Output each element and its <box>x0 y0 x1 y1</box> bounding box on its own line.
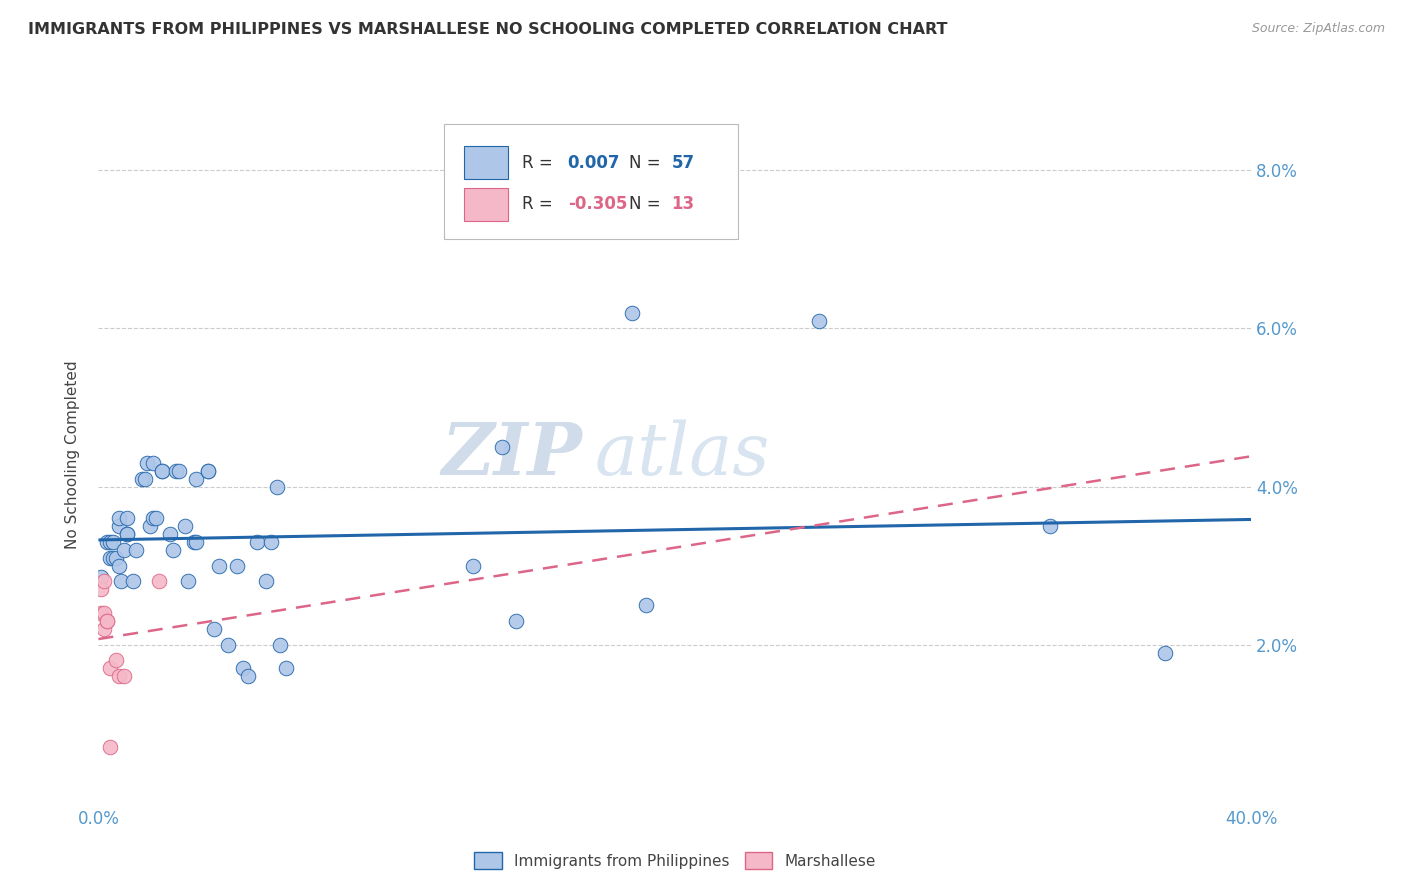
Text: R =: R = <box>522 153 558 171</box>
Point <box>134 472 156 486</box>
Point <box>165 464 187 478</box>
Point <box>117 511 139 525</box>
Point <box>150 464 173 478</box>
Text: Source: ZipAtlas.com: Source: ZipAtlas.com <box>1251 22 1385 36</box>
Point <box>186 534 208 549</box>
Text: 57: 57 <box>672 153 695 171</box>
Point <box>136 456 159 470</box>
Point <box>139 519 162 533</box>
Point <box>117 527 139 541</box>
Point <box>150 464 173 478</box>
Point <box>98 740 121 755</box>
Text: -0.305: -0.305 <box>568 195 627 213</box>
Point <box>107 511 129 525</box>
Point <box>90 606 112 620</box>
Point <box>159 527 181 541</box>
Point <box>186 472 208 486</box>
Point <box>98 550 121 565</box>
Point <box>167 464 190 478</box>
Point <box>101 550 124 565</box>
Point <box>96 614 118 628</box>
Point <box>117 527 139 541</box>
Point <box>461 558 484 573</box>
Point <box>96 534 118 549</box>
Text: N =: N = <box>628 153 665 171</box>
Point <box>174 519 197 533</box>
Point <box>96 614 118 628</box>
Point <box>122 574 145 589</box>
Point <box>269 638 291 652</box>
Point <box>505 614 527 628</box>
Point <box>98 661 121 675</box>
Point <box>208 558 231 573</box>
Text: atlas: atlas <box>595 419 769 491</box>
FancyBboxPatch shape <box>464 187 508 221</box>
Text: 13: 13 <box>672 195 695 213</box>
Point <box>238 669 260 683</box>
Point <box>131 472 153 486</box>
Point <box>112 669 135 683</box>
Point <box>260 534 283 549</box>
Point <box>148 574 170 589</box>
Point <box>274 661 297 675</box>
Point <box>142 456 165 470</box>
Point <box>231 661 254 675</box>
Point <box>107 558 129 573</box>
Legend: Immigrants from Philippines, Marshallese: Immigrants from Philippines, Marshallese <box>468 847 882 875</box>
Point <box>183 534 205 549</box>
Point <box>491 440 513 454</box>
Point <box>202 622 225 636</box>
Point <box>107 669 129 683</box>
Point <box>1153 646 1175 660</box>
Point <box>246 534 269 549</box>
Point <box>98 534 121 549</box>
Point <box>197 464 219 478</box>
Point <box>266 479 288 493</box>
Point <box>217 638 239 652</box>
Point <box>254 574 277 589</box>
Point <box>112 542 135 557</box>
FancyBboxPatch shape <box>444 124 738 239</box>
Point <box>636 598 658 612</box>
Point <box>807 313 830 327</box>
Point <box>110 574 132 589</box>
Point <box>620 305 643 319</box>
Point <box>104 550 127 565</box>
FancyBboxPatch shape <box>464 146 508 179</box>
Point <box>107 519 129 533</box>
Text: N =: N = <box>628 195 665 213</box>
Point <box>93 606 115 620</box>
Point <box>104 653 127 667</box>
Point <box>90 570 112 584</box>
Text: R =: R = <box>522 195 558 213</box>
Point <box>177 574 200 589</box>
Point <box>162 542 184 557</box>
Point <box>142 511 165 525</box>
Point <box>125 542 148 557</box>
Point <box>1038 519 1062 533</box>
Point <box>145 511 167 525</box>
Text: 0.007: 0.007 <box>568 153 620 171</box>
Point <box>225 558 247 573</box>
Point <box>90 582 112 597</box>
Point <box>101 534 124 549</box>
Text: IMMIGRANTS FROM PHILIPPINES VS MARSHALLESE NO SCHOOLING COMPLETED CORRELATION CH: IMMIGRANTS FROM PHILIPPINES VS MARSHALLE… <box>28 22 948 37</box>
Point <box>93 622 115 636</box>
Text: ZIP: ZIP <box>441 419 582 491</box>
Point <box>93 574 115 589</box>
Y-axis label: No Schooling Completed: No Schooling Completed <box>65 360 80 549</box>
Point <box>197 464 219 478</box>
